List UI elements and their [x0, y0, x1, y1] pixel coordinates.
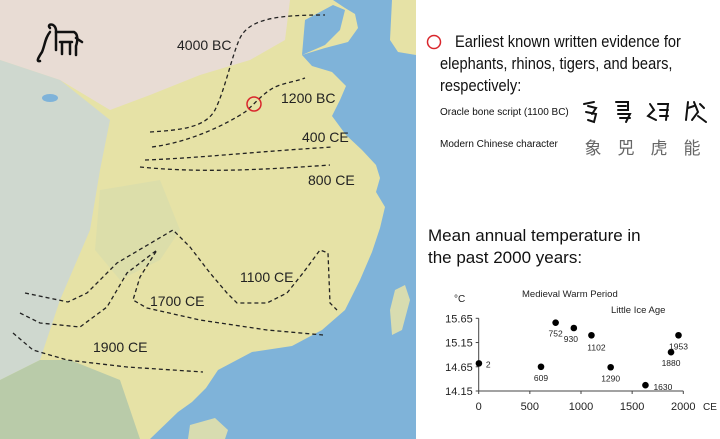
data-point: [675, 331, 682, 339]
label-400ce: 400 CE: [302, 129, 349, 145]
hainan: [188, 418, 228, 439]
modern-char-elephant: 象: [584, 139, 602, 158]
bohai-sea: [302, 5, 345, 55]
red-circle-legend-icon: [426, 34, 442, 50]
y-tick-label: 14.15: [445, 386, 473, 398]
data-point: [475, 360, 483, 367]
sichuan-basin: [95, 180, 180, 280]
temperature-title-line-1: Mean annual temperature in: [428, 226, 641, 245]
data-point: [570, 324, 578, 332]
x-tick-label: 1000: [569, 401, 593, 413]
y-axis-unit: °C: [454, 294, 465, 305]
modern-char-bear: 能: [683, 139, 701, 158]
modern-char-rhino: 兕: [617, 139, 635, 158]
lake: [42, 94, 58, 102]
boundary-1700ce: [19, 249, 324, 336]
legend-line-1: Earliest known written evidence for: [455, 32, 681, 51]
northern-plateau: [0, 0, 290, 110]
label-1200bc: 1200 BC: [281, 90, 335, 106]
label-4000bc: 4000 BC: [177, 37, 231, 53]
elephant-glyph-icon: [36, 23, 84, 63]
data-point: [642, 381, 649, 389]
data-point-label: 1290: [601, 373, 620, 383]
boundary-4000bc: [149, 14, 326, 133]
y-tick-label: 15.15: [445, 338, 473, 350]
oracle-elephant-glyph-icon: [583, 101, 598, 124]
data-point-label: 930: [564, 334, 578, 344]
data-point-label: 1953: [669, 341, 688, 351]
boundary-1900ce: [12, 332, 204, 373]
oracle-tiger-glyph-icon: [646, 103, 670, 121]
sea: [150, 0, 416, 439]
label-1900ce: 1900 CE: [93, 339, 147, 355]
label-800ce: 800 CE: [308, 172, 355, 188]
data-point: [537, 363, 545, 371]
data-point: [552, 319, 559, 326]
data-point-label: 1630: [653, 382, 672, 392]
x-tick-label: 0: [476, 401, 482, 413]
x-tick-label: 1500: [620, 401, 644, 413]
data-point-label: 609: [534, 373, 548, 383]
oracle-glyphs: [583, 101, 707, 124]
boundary-800ce: [139, 164, 331, 171]
tibetan-highland: [0, 60, 110, 380]
oracle-rhino-glyph-icon: [615, 101, 632, 123]
data-point-label: 752: [549, 329, 563, 339]
x-tick-label: 500: [521, 401, 539, 413]
x-axis-unit: CE: [703, 402, 717, 413]
data-point: [667, 348, 675, 356]
southwest-hills: [0, 360, 140, 439]
legend-line-2: elephants, rhinos, tigers, and bears,: [440, 54, 673, 73]
data-point-label: 2: [486, 359, 491, 369]
data-point: [607, 363, 614, 371]
oracle-bear-glyph-icon: [685, 101, 707, 123]
y-tick-label: 15.65: [445, 313, 473, 325]
temperature-chart: °C Medieval Warm Period Little Ice Age C…: [445, 289, 717, 413]
annotation-medieval-warm-period: Medieval Warm Period: [522, 289, 618, 300]
label-1100ce: 1100 CE: [240, 269, 293, 285]
annotation-little-ice-age: Little Ice Age: [611, 305, 665, 316]
oracle-label: Oracle bone script (1100 BC): [440, 107, 569, 118]
data-point-label: 1880: [662, 358, 681, 368]
boundary-1200bc: [151, 77, 306, 148]
china-map: 4000 BC 1200 BC 400 CE 800 CE 1100 CE 17…: [0, 0, 416, 439]
data-point: [588, 331, 595, 339]
boundary-1100ce: [24, 229, 338, 311]
x-tick-label: 2000: [671, 401, 695, 413]
data-point-label: 1102: [587, 342, 606, 352]
label-1700ce: 1700 CE: [150, 293, 204, 309]
earliest-evidence-marker: [246, 96, 262, 112]
modern-label: Modern Chinese character: [440, 139, 558, 150]
modern-char-tiger: 虎: [650, 139, 668, 158]
taiwan: [390, 285, 410, 335]
legend-line-3: respectively:: [440, 76, 522, 95]
temperature-title-line-2: the past 2000 years:: [428, 248, 583, 267]
y-tick-label: 14.65: [445, 362, 473, 374]
